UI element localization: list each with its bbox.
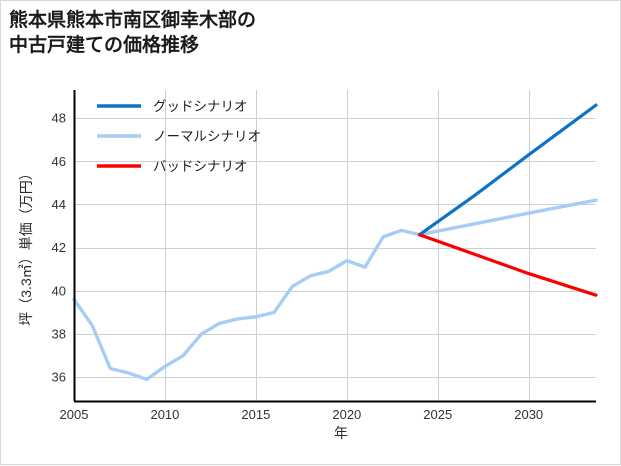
legend-label-2: バッドシナリオ [153, 159, 248, 174]
legend-label-0: グッドシナリオ [153, 99, 248, 114]
axes-group [73, 90, 596, 403]
y-tick-label: 44 [52, 197, 66, 212]
x-tick-label: 2005 [60, 407, 89, 422]
y-tick-label: 38 [52, 327, 66, 342]
legend-label-1: ノーマルシナリオ [153, 129, 261, 144]
x-tick-label: 2025 [423, 407, 452, 422]
x-tick-label: 2015 [241, 407, 270, 422]
y-tick-label: 46 [52, 154, 66, 169]
x-tick-label: 2010 [150, 407, 179, 422]
series-group [72, 103, 598, 382]
series-line-ノーマルシナリオ [72, 198, 598, 382]
series-line-バッドシナリオ [417, 233, 598, 297]
y-tick-label: 36 [52, 370, 66, 385]
y-tick-label: 40 [52, 283, 66, 298]
y-tick-label: 42 [52, 240, 66, 255]
x-axis-title: 年 [334, 425, 348, 441]
series-line-グッドシナリオ [417, 103, 598, 237]
x-tick-label: 2020 [332, 407, 361, 422]
page-title: 熊本県熊本市南区御幸木部の 中古戸建ての価格推移 [9, 10, 257, 56]
y-axis-title: 坪（3.3㎡）単価（万円） [18, 166, 34, 325]
tick-labels-group: 36 38 40 42 44 46 48 2005 2010 2015 2020 2025 2030 [52, 111, 544, 422]
y-tick-label: 48 [52, 111, 66, 126]
x-tick-label: 2030 [514, 407, 543, 422]
